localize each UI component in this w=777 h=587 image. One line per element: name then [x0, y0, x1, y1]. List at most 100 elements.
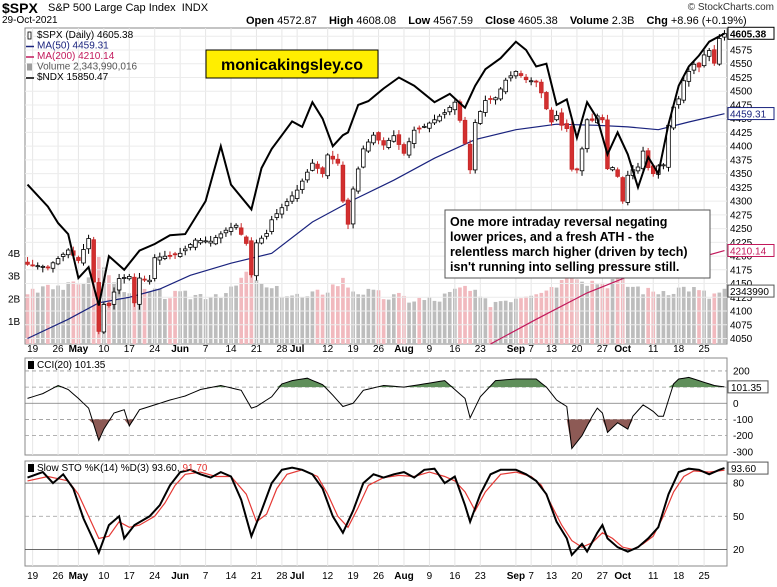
volume-bar: [346, 287, 350, 344]
volume-bar: [447, 291, 452, 344]
volume-bar: [290, 295, 294, 344]
x-tick-label: Sep: [507, 344, 525, 355]
volume-bar: [595, 284, 600, 344]
x-tick-label: 7: [203, 344, 209, 355]
volume-bar: [66, 282, 71, 344]
volume-bar: [544, 290, 549, 344]
volume-tag-text: 2343990: [730, 287, 769, 298]
candle-body: [203, 240, 208, 243]
volume-bar: [641, 294, 645, 344]
x-tick-label: 13: [546, 571, 558, 582]
candle-body: [579, 148, 585, 172]
x-tick-label: 19: [27, 571, 39, 582]
x-tick-label: 20: [571, 571, 583, 582]
chart-date: 29-Oct-2021: [2, 15, 58, 26]
x-tick-label: Oct: [614, 344, 631, 355]
candle-body: [106, 302, 112, 306]
volume-bar: [524, 296, 528, 344]
volume-bar: [147, 291, 152, 344]
candle-body: [554, 114, 559, 121]
candle-body: [376, 132, 381, 141]
cci-axis-label: -200: [733, 431, 753, 442]
candle-body: [361, 148, 366, 168]
candle-body: [147, 279, 152, 283]
legend-entry: MA(50) 4459.31: [37, 41, 109, 52]
open-value: 4572.87: [277, 15, 317, 27]
volume-bar: [692, 287, 696, 344]
volume-bar: [473, 289, 478, 344]
candle-body: [40, 265, 46, 268]
candle-body: [503, 79, 508, 93]
volume-bar: [300, 297, 305, 344]
sto-tag-box: [727, 461, 769, 475]
candle-body: [417, 127, 422, 130]
sto-d-value: 91.70: [182, 463, 207, 474]
high-label: High: [328, 15, 354, 27]
candle-body: [411, 129, 417, 144]
price-tag-text: 4605.38: [730, 29, 767, 40]
volume-bar: [386, 299, 391, 344]
candle-body: [544, 92, 549, 110]
x-tick-label: 21: [251, 571, 263, 582]
volume-bar: [219, 298, 223, 344]
volume-bar: [168, 298, 172, 344]
price-axis-label: 4400: [730, 142, 753, 153]
volume-bar: [463, 285, 467, 344]
candle-body: [605, 119, 610, 170]
volume-bar: [107, 275, 111, 344]
cci-tag-text: 101.35: [731, 383, 762, 394]
candle-body: [121, 277, 127, 279]
legend-entry: Volume 2,343,990,016: [37, 62, 138, 73]
chg-value: +8.96 (+0.19%): [670, 15, 747, 27]
volume-bar: [615, 272, 620, 344]
price-tag-box: [727, 107, 775, 121]
candle-body: [279, 207, 285, 215]
ndx-line: [26, 32, 725, 306]
price-axis-label: 4050: [730, 334, 753, 345]
candle-body: [25, 261, 30, 265]
volume-bar: [712, 293, 717, 344]
candle-body: [183, 248, 188, 252]
candle-body: [589, 118, 595, 121]
x-tick-label: 7: [528, 344, 534, 355]
price-axis-label: 4375: [730, 155, 753, 166]
candle-body: [223, 229, 229, 234]
volume-bar: [458, 287, 462, 344]
candle-body: [330, 155, 335, 160]
volume-bar: [163, 298, 167, 344]
candle-body: [467, 143, 473, 171]
x-tick-label: 25: [699, 571, 711, 582]
candle-body: [381, 140, 386, 146]
volume-axis-label: 1B: [8, 317, 21, 328]
volume-bar: [208, 297, 213, 344]
x-tick-label: Aug: [394, 344, 413, 355]
x-tick-label: 10: [98, 344, 110, 355]
candlestick-icon: [27, 31, 32, 40]
candle-body: [142, 278, 147, 281]
volume-bar: [305, 296, 310, 344]
candle-body: [167, 254, 173, 257]
x-tick-label: 25: [699, 344, 711, 355]
x-tick-label: Jun: [171, 344, 189, 355]
cci-axis-label: -100: [733, 415, 753, 426]
volume-bar: [213, 294, 218, 344]
panel-frame-1: [24, 27, 728, 345]
x-tick-label: 21: [251, 344, 263, 355]
candle-body: [462, 119, 468, 144]
candle-body: [549, 109, 554, 123]
volume-bar: [493, 301, 498, 344]
candle-body: [50, 262, 56, 269]
candle-body: [706, 50, 712, 57]
candle-body: [427, 122, 432, 129]
x-tick-label: 7: [528, 571, 534, 582]
volume-bar: [330, 284, 335, 344]
x-tick-label: 20: [571, 344, 583, 355]
volume-bar: [554, 287, 559, 344]
price-axis-label: 4150: [730, 279, 753, 290]
x-tick-label: 18: [673, 344, 685, 355]
candle-body: [244, 236, 249, 244]
x-tick-label: 18: [673, 571, 685, 582]
bar-icon: [27, 63, 32, 71]
candle-body: [401, 144, 407, 154]
candle-body: [472, 122, 478, 171]
